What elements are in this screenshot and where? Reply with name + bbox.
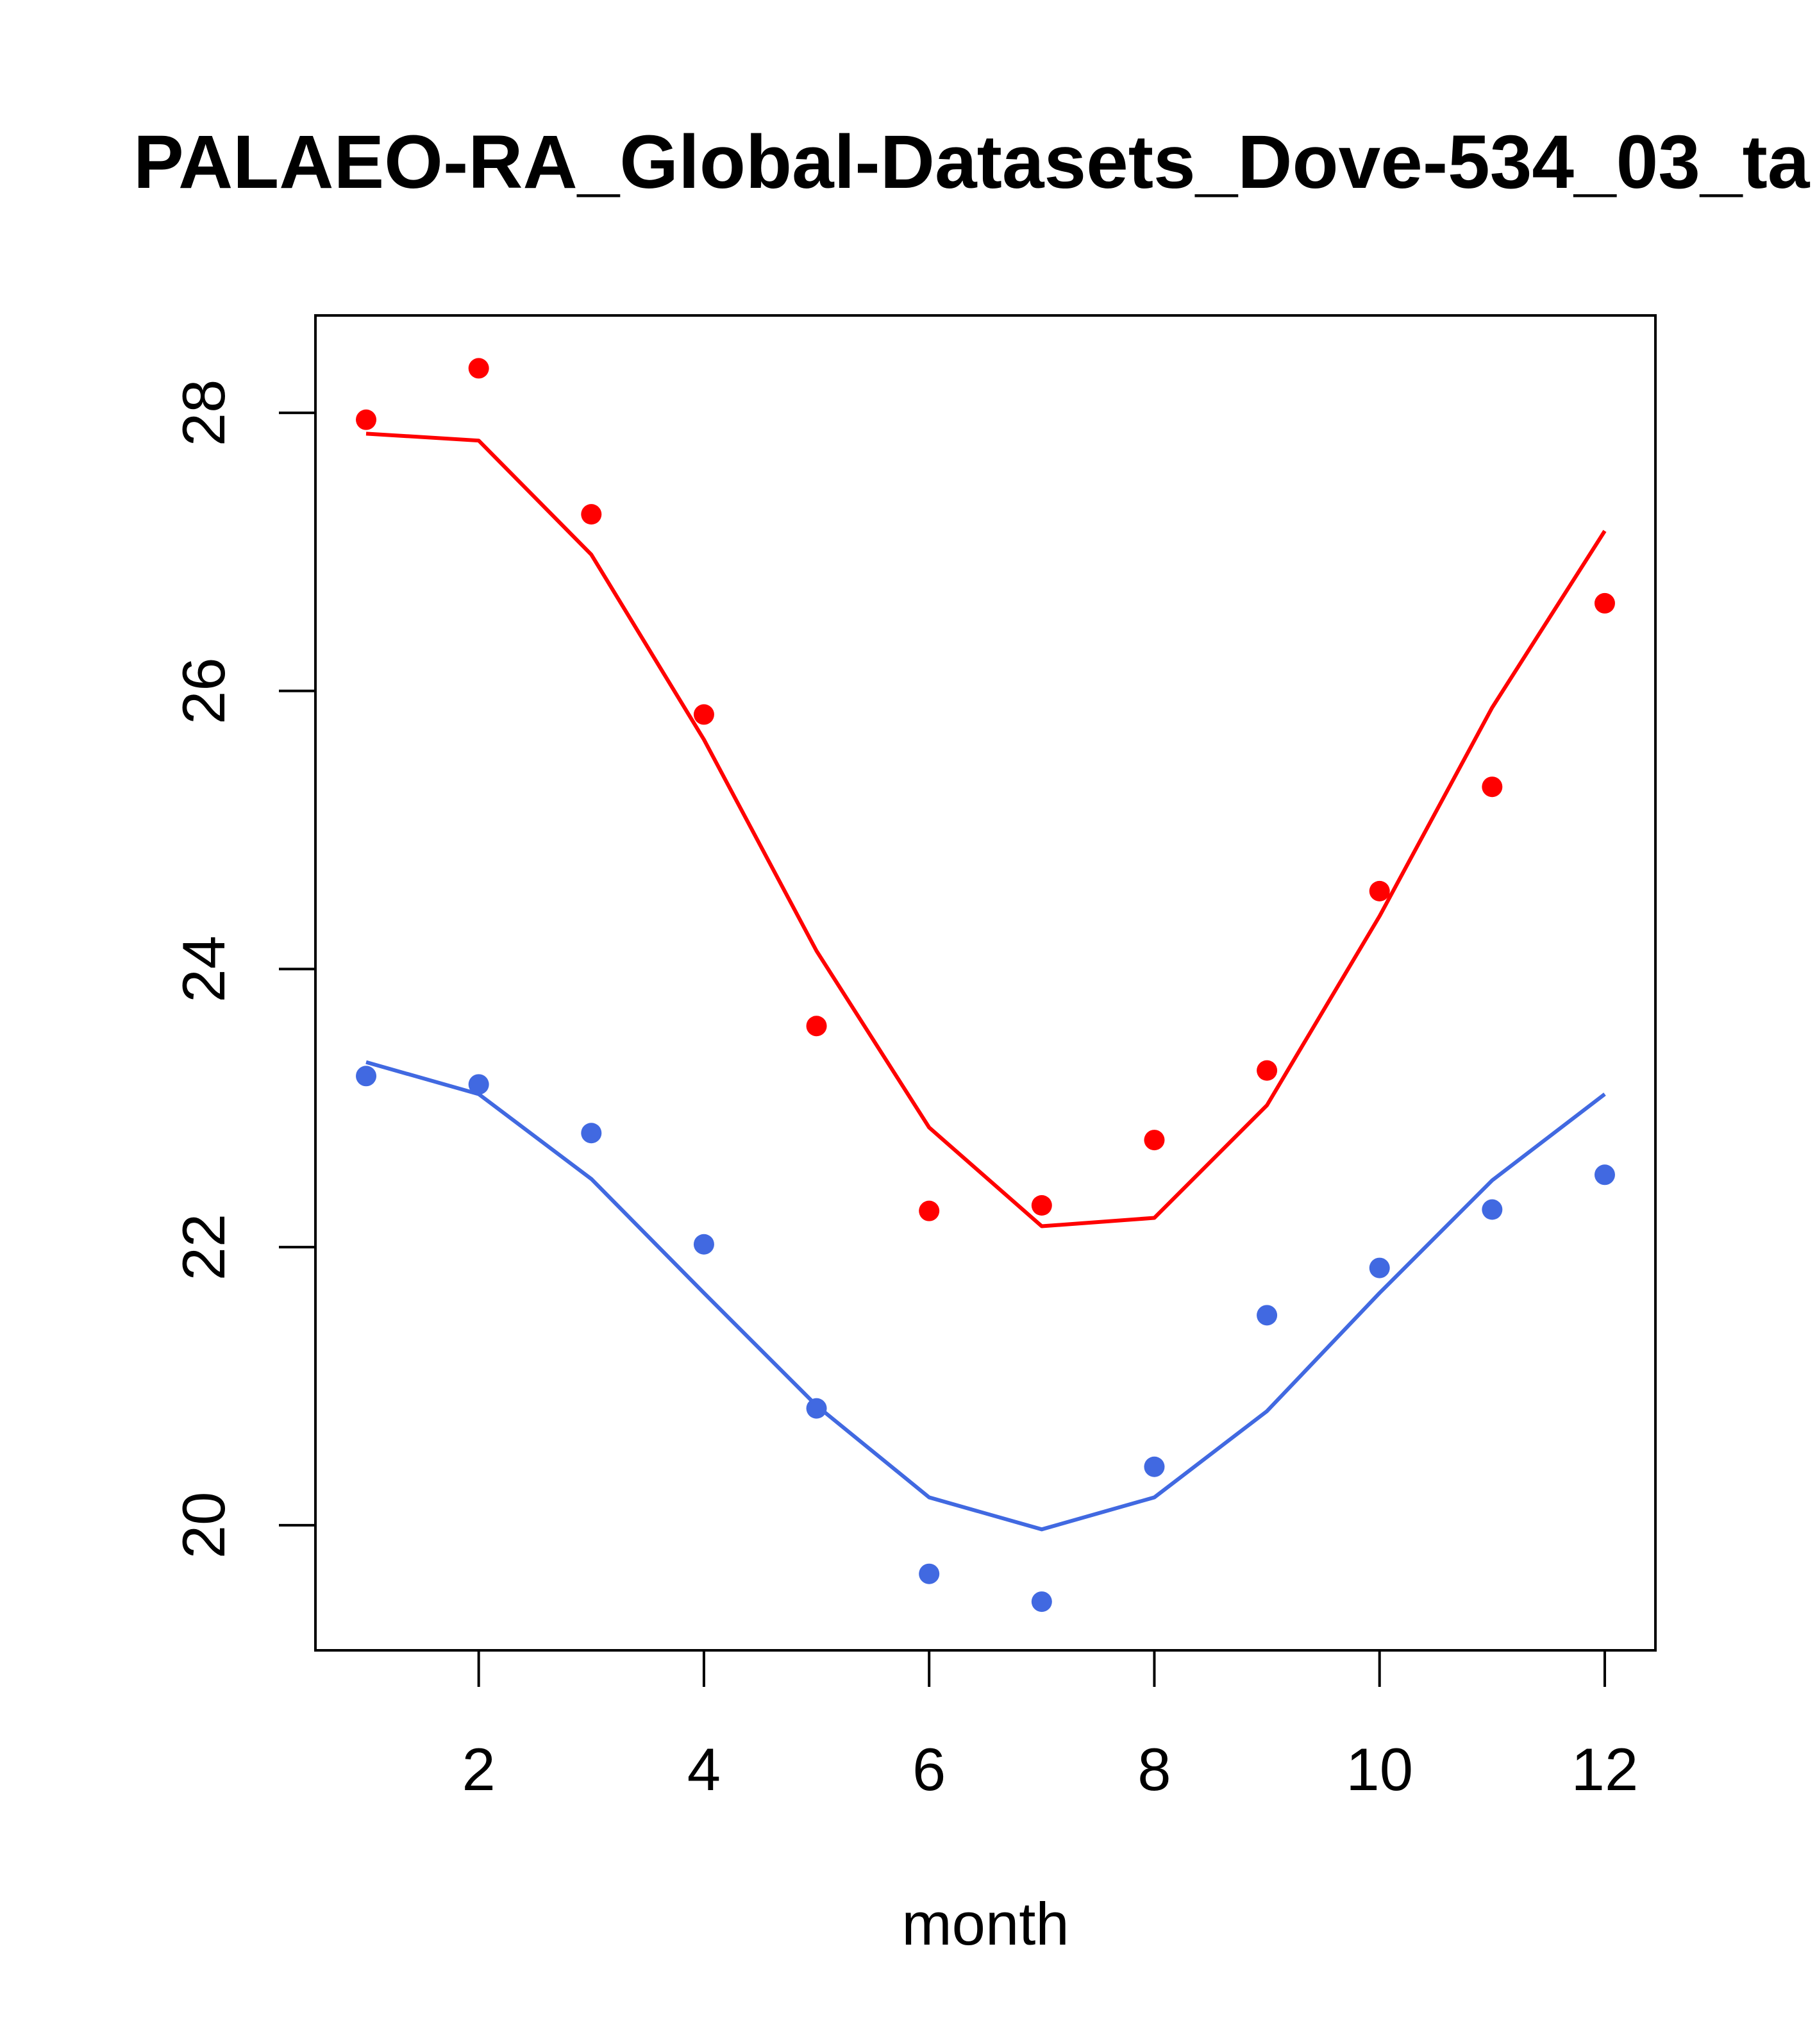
blue-line-path bbox=[365, 1060, 1606, 1532]
y-tick-label: 20 bbox=[170, 1492, 237, 1559]
blue-point bbox=[468, 1074, 489, 1095]
red-point bbox=[468, 358, 489, 379]
x-tick-label: 8 bbox=[1137, 1736, 1171, 1803]
blue-point bbox=[693, 1234, 714, 1255]
red-point bbox=[806, 1016, 827, 1037]
blue-point bbox=[356, 1066, 377, 1087]
y-tick-label: 28 bbox=[170, 380, 237, 447]
x-tick-label: 6 bbox=[912, 1736, 946, 1803]
series-red-points bbox=[356, 358, 1615, 1221]
series-red-line bbox=[365, 431, 1607, 1228]
x-axis-label: month bbox=[901, 1890, 1069, 1957]
blue-point bbox=[1482, 1199, 1503, 1220]
series-layer bbox=[356, 358, 1615, 1613]
x-tick-label: 12 bbox=[1571, 1736, 1639, 1803]
blue-point bbox=[581, 1123, 602, 1144]
blue-point bbox=[806, 1398, 827, 1419]
red-point bbox=[1369, 880, 1390, 901]
y-tick-label: 22 bbox=[170, 1214, 237, 1281]
blue-point bbox=[919, 1563, 940, 1584]
series-blue-points bbox=[356, 1066, 1615, 1613]
red-point bbox=[1144, 1130, 1165, 1151]
red-point bbox=[1482, 776, 1503, 798]
red-point bbox=[1257, 1060, 1278, 1081]
blue-point bbox=[1257, 1305, 1278, 1326]
chart-title: PALAEO-RA_Global-Datasets_Dove-534_03_ta bbox=[133, 120, 1811, 205]
blue-point bbox=[1369, 1257, 1390, 1278]
series-blue-line bbox=[365, 1060, 1606, 1532]
x-axis: 2 4 6 8 10 12 bbox=[462, 1649, 1639, 1803]
red-point bbox=[356, 409, 377, 430]
red-point bbox=[1031, 1195, 1052, 1216]
x-tick-label: 10 bbox=[1346, 1736, 1413, 1803]
red-line-path bbox=[365, 431, 1607, 1228]
x-tick-label: 2 bbox=[462, 1736, 496, 1803]
x-tick-label: 4 bbox=[687, 1736, 721, 1803]
y-tick-label: 24 bbox=[170, 935, 237, 1003]
blue-point bbox=[1594, 1164, 1615, 1185]
blue-point bbox=[1144, 1456, 1165, 1477]
y-axis: 20 22 24 26 28 bbox=[170, 380, 317, 1559]
red-point bbox=[1594, 592, 1615, 614]
y-tick-label: 26 bbox=[170, 657, 237, 725]
red-point bbox=[919, 1200, 940, 1221]
blue-point bbox=[1031, 1591, 1052, 1613]
red-point bbox=[581, 504, 602, 525]
red-point bbox=[693, 704, 714, 725]
